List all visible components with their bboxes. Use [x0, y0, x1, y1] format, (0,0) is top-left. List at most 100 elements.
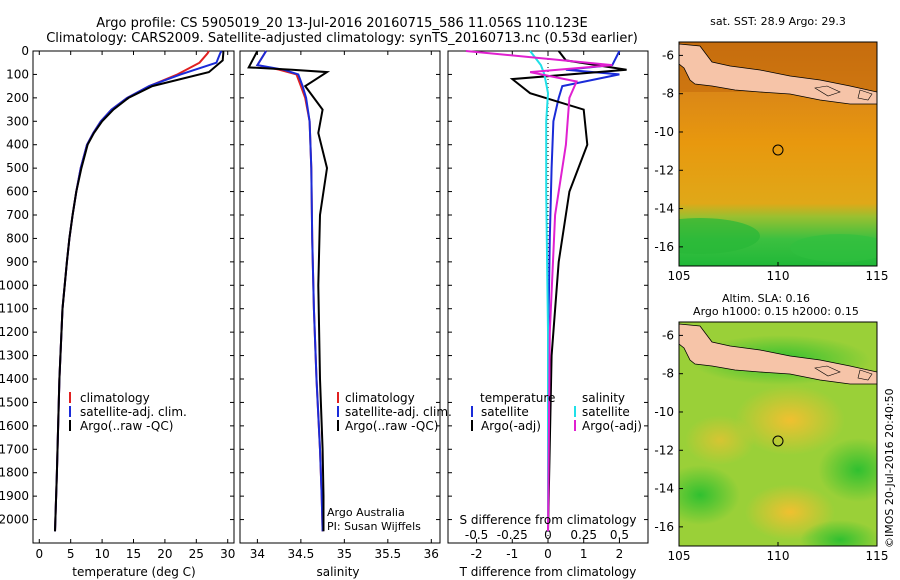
argo-australia-label: Argo Australia — [327, 506, 405, 519]
sla-map-axes: 105 110 115 -6 -8 -10 -12 -14 -16 — [654, 328, 888, 563]
x-tick-label: 25 — [189, 547, 204, 561]
legend-header-salinity: salinity — [582, 391, 625, 405]
map-x-tick-label: 110 — [767, 269, 790, 283]
y-tick-label: 1400 — [0, 372, 29, 386]
series-line-argo-raw-qc- — [247, 50, 331, 532]
salinity-xlabel: salinity — [316, 565, 359, 579]
map-x-tick-label: 105 — [668, 549, 691, 563]
sst-map-title: sat. SST: 28.9 Argo: 29.3 — [710, 15, 846, 28]
temperature-axes: 0 5 10 15 20 25 300100200300400500600700800900… — [0, 44, 235, 561]
sst-map-green-patch — [790, 234, 877, 262]
map-y-tick-label: -16 — [654, 240, 674, 254]
legend-header-temperature: temperature — [480, 391, 555, 405]
x-tick-label: 20 — [157, 547, 172, 561]
x-tick-label: 30 — [220, 547, 235, 561]
x-tick-label: 35.5 — [374, 547, 401, 561]
series-line-temperature-argo-adj- — [509, 50, 627, 532]
legend-temp-satellite: satellite — [481, 405, 529, 419]
y-tick-label: 1800 — [0, 466, 29, 480]
sst-map — [679, 42, 877, 266]
legend-satellite: satellite-adj. clim. — [345, 405, 452, 419]
salinity-series — [247, 50, 331, 532]
x-tick-label: 15 — [126, 547, 141, 561]
sla-map-low-patch — [800, 520, 877, 546]
map-y-tick-label: -8 — [662, 367, 674, 381]
x-tick-label: -2 — [471, 547, 483, 561]
map-x-tick-label: 115 — [866, 549, 889, 563]
pi-label: PI: Susan Wijffels — [327, 520, 421, 533]
map-y-tick-label: -14 — [654, 482, 674, 496]
island-small — [814, 365, 841, 377]
legend-temp-argo: Argo(-adj) — [481, 419, 541, 433]
y-tick-label: 300 — [6, 114, 29, 128]
map-x-tick-label: 105 — [668, 269, 691, 283]
y-tick-label: 1500 — [0, 395, 29, 409]
salinity-plot-frame — [239, 50, 441, 544]
difference-xlabel: T difference from climatology — [459, 565, 637, 579]
sst-map-green-patch — [679, 218, 760, 254]
legend-argo: Argo(..raw -QC) — [345, 419, 438, 433]
y-tick-label: 1100 — [0, 302, 29, 316]
y-tick-label: 2000 — [0, 513, 29, 527]
map-y-tick-label: -10 — [654, 405, 674, 419]
salinity-axes: 34 34.5 35 35.5 36 — [240, 50, 440, 561]
map-y-tick-label: -8 — [662, 87, 674, 101]
y-tick-label: 100 — [6, 67, 29, 81]
legend-sal-argo: Argo(-adj) — [582, 419, 642, 433]
map-y-tick-label: -12 — [654, 163, 674, 177]
series-line-salinity-argo-adj- — [465, 50, 613, 532]
sst-map-axes: 105 110 115 -6 -8 -10 -12 -14 -16 — [654, 48, 888, 283]
legend-climatology: climatology — [345, 391, 415, 405]
x-tick-label: 10 — [94, 547, 109, 561]
s-tick-label: -0.5 — [465, 528, 488, 542]
difference-xlabel-top: S difference from climatology — [460, 513, 637, 527]
credit-label: ©IMOS 20-Jul-2016 20:40:50 — [883, 388, 896, 548]
series-line-satellite-adj-clim- — [255, 50, 324, 532]
legend-sal-satellite: satellite — [582, 405, 630, 419]
s-tick-label: -0.25 — [497, 528, 528, 542]
title-line2: Climatology: CARS2009. Satellite-adjuste… — [46, 31, 638, 46]
y-tick-label: 500 — [6, 161, 29, 175]
difference-series — [465, 50, 627, 532]
argo-position-marker — [772, 435, 784, 447]
temperature-xlabel: temperature (deg C) — [72, 565, 195, 579]
s-tick-label: 0.5 — [610, 528, 629, 542]
series-line-temperature-satellite — [547, 50, 621, 532]
x-tick-label: 36 — [424, 547, 439, 561]
y-tick-label: 200 — [6, 91, 29, 105]
s-tick-label: 0.25 — [570, 528, 597, 542]
sla-map-low-patch — [818, 438, 877, 502]
x-tick-label: -1 — [506, 547, 518, 561]
series-line-salinity-satellite — [529, 50, 550, 532]
series-line-climatology — [54, 50, 210, 532]
bali-island — [857, 369, 873, 381]
y-tick-label: 0 — [21, 44, 29, 58]
sla-map-high-patch — [685, 415, 755, 465]
map-y-tick-label: -6 — [662, 48, 674, 62]
title-line1: Argo profile: CS 5905019_20 13-Jul-2016 … — [96, 16, 587, 31]
y-tick-label: 1600 — [0, 419, 29, 433]
map-y-tick-label: -14 — [654, 202, 674, 216]
bali-island — [857, 89, 873, 101]
map-y-tick-label: -12 — [654, 443, 674, 457]
x-tick-label: 5 — [67, 547, 75, 561]
y-tick-label: 900 — [6, 255, 29, 269]
y-tick-label: 1000 — [0, 278, 29, 292]
sla-map-low-patch — [679, 465, 740, 525]
argo-position-marker — [772, 144, 784, 156]
map-x-tick-label: 115 — [866, 269, 889, 283]
series-line-satellite-adj-clim- — [54, 50, 223, 532]
salinity-legend: climatology satellite-adj. clim. Argo(..… — [337, 391, 452, 433]
x-tick-label: 34 — [250, 547, 265, 561]
y-tick-label: 800 — [6, 231, 29, 245]
x-tick-label: 0 — [35, 547, 43, 561]
sla-map-high-patch — [735, 385, 845, 455]
y-tick-label: 1700 — [0, 442, 29, 456]
series-line-argo-raw-qc- — [54, 51, 225, 532]
legend-climatology: climatology — [80, 391, 150, 405]
legend-satellite: satellite-adj. clim. — [80, 405, 187, 419]
map-y-tick-label: -6 — [662, 328, 674, 342]
difference-legend: temperature salinity satellite Argo(-adj… — [471, 391, 642, 433]
